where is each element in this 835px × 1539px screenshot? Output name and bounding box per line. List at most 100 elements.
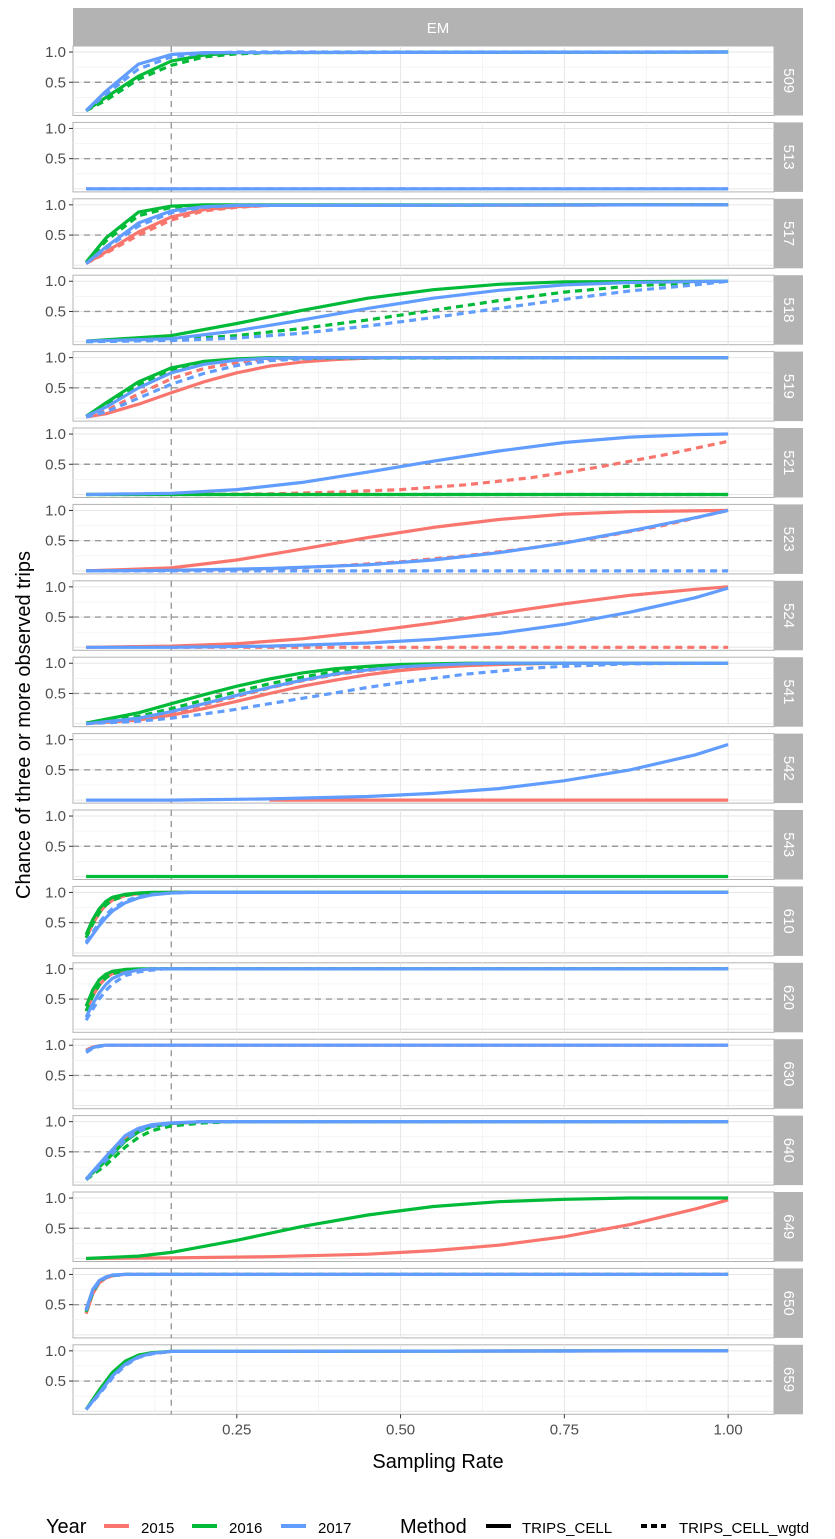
series-line-2017-trips-cell-wgtd	[84, 1272, 729, 1312]
y-tick-label: 0.5	[45, 1067, 66, 1084]
x-tick-label: 1.00	[714, 1421, 743, 1438]
y-tick-label: 0.5	[45, 380, 66, 397]
series-line-2017-trips-cell-wgtd	[85, 50, 729, 112]
panel-strip-label: 543	[780, 832, 797, 857]
panel-strip	[774, 810, 803, 880]
top-strip	[73, 8, 803, 46]
y-tick-label: 0.5	[45, 1144, 66, 1161]
series-line-2017-trips-cell-wgtd	[85, 203, 729, 265]
panel-strip-label: 523	[780, 527, 797, 552]
panel-519: 0.5 1.0 519	[45, 350, 803, 422]
series-line-2017-trips-cell	[86, 586, 729, 649]
panel-strip-label: 659	[780, 1367, 797, 1392]
legend-label-trips-cell: TRIPS_CELL	[522, 1520, 612, 1537]
panel-strip	[774, 275, 803, 345]
x-tick-label: 0.75	[550, 1421, 579, 1438]
series-line-2015-trips-cell-wgtd	[85, 203, 729, 265]
panel-background	[72, 733, 775, 804]
panel-518: 0.5 1.0 518	[45, 273, 803, 346]
y-tick-label: 0.5	[45, 991, 66, 1008]
panel-strip	[774, 351, 803, 422]
y-tick-label: 0.5	[45, 533, 66, 550]
panel-strip	[774, 198, 803, 269]
panel-background	[72, 1344, 775, 1415]
y-tick-label: 0.5	[45, 151, 66, 168]
series-line-2017-trips-cell	[86, 742, 729, 802]
y-tick-label: 0.5	[45, 609, 66, 626]
panel-strip-label: 509	[780, 68, 797, 93]
series-line-2016-trips-cell	[86, 1196, 729, 1261]
legend-method-title: Method	[400, 1516, 467, 1538]
panel-strip-label: 640	[780, 1138, 797, 1163]
panel-strip-label: 542	[780, 756, 797, 781]
panel-background	[72, 885, 775, 957]
facet-panels: 0.5 1.0 509 0.5 1.0 513 0.5 1.0 517 0.5 1.0 518 0.5 1…	[45, 44, 803, 1415]
panel-strip	[774, 580, 803, 651]
panel-523: 0.5 1.0 523	[45, 502, 803, 575]
series-line-2017-trips-cell	[85, 661, 729, 726]
panel-640: 0.5 1.0 640	[45, 1114, 803, 1186]
legend-year-title: Year	[46, 1516, 87, 1538]
panel-650: 0.5 1.0 650	[45, 1266, 803, 1339]
y-tick-label: 0.5	[45, 227, 66, 244]
y-tick-label: 1.0	[45, 655, 66, 672]
x-tick-label: 0.25	[222, 1421, 251, 1438]
y-tick-label: 1.0	[45, 1114, 66, 1131]
series-line-2017-trips-cell-wgtd	[85, 1043, 729, 1054]
y-tick-label: 0.5	[45, 838, 66, 855]
series-line-2016-trips-cell	[85, 279, 729, 343]
panel-strip-label: 513	[780, 145, 797, 170]
panel-630: 0.5 1.0 630	[45, 1037, 803, 1110]
x-tick-label: 0.50	[386, 1421, 415, 1438]
series-line-2015-trips-cell	[86, 508, 729, 573]
series-line-2017-trips-cell	[85, 356, 729, 418]
panel-524: 0.5 1.0 524	[45, 579, 803, 651]
panel-strip-label: 541	[780, 679, 797, 704]
legend-label-trips-cell-wgtd: TRIPS_CELL_wgtd	[679, 1520, 809, 1537]
series-line-2017-trips-cell-wgtd	[84, 967, 729, 1022]
panel-background	[72, 1267, 775, 1339]
series-line-2017-trips-cell	[86, 432, 729, 497]
y-tick-label: 1.0	[45, 273, 66, 290]
y-tick-label: 1.0	[45, 732, 66, 749]
panel-background	[72, 809, 775, 880]
panel-strip	[774, 428, 803, 498]
panel-541: 0.5 1.0 541	[45, 655, 803, 728]
series-line-2017-trips-cell-wgtd	[85, 356, 729, 419]
panel-610: 0.5 1.0 610	[45, 884, 803, 957]
panel-strip-label: 521	[780, 450, 797, 475]
y-tick-label: 1.0	[45, 1037, 66, 1054]
panel-659: 0.5 1.0 659	[45, 1343, 803, 1415]
panel-strip	[774, 122, 803, 192]
series-line-2017-trips-cell-wgtd	[86, 661, 729, 726]
panel-620: 0.5 1.0 620	[45, 961, 803, 1033]
legend-label-2016: 2016	[229, 1520, 262, 1537]
y-tick-label: 1.0	[45, 44, 66, 61]
panel-strip-label: 620	[780, 985, 797, 1010]
series-line-2015-trips-cell	[86, 1198, 729, 1261]
panel-strip	[774, 657, 803, 727]
y-tick-label: 1.0	[45, 426, 66, 443]
series-line-2015-trips-cell	[86, 585, 729, 649]
y-tick-label: 0.5	[45, 456, 66, 473]
y-axis-title: Chance of three or more observed trips	[13, 551, 35, 899]
panel-background	[72, 351, 775, 422]
legend-label-2017: 2017	[318, 1520, 351, 1537]
panel-strip	[774, 1115, 803, 1186]
y-tick-label: 1.0	[45, 579, 66, 596]
y-tick-label: 1.0	[45, 350, 66, 367]
panel-strip-label: 630	[780, 1061, 797, 1086]
y-tick-label: 1.0	[45, 1343, 66, 1360]
panel-strip-label: 610	[780, 909, 797, 934]
y-tick-label: 1.0	[45, 961, 66, 978]
x-axis-title: Sampling Rate	[372, 1451, 503, 1473]
series-line-2017-trips-cell-wgtd	[84, 1119, 729, 1181]
panel-background	[72, 1038, 775, 1110]
y-tick-label: 1.0	[45, 884, 66, 901]
y-tick-label: 0.5	[45, 1373, 66, 1390]
series-line-2017-trips-cell	[86, 279, 729, 343]
series-line-2016-trips-cell-wgtd	[86, 279, 729, 344]
series-line-2017-trips-cell-wgtd	[84, 890, 729, 943]
panel-542: 0.5 1.0 542	[45, 732, 803, 804]
